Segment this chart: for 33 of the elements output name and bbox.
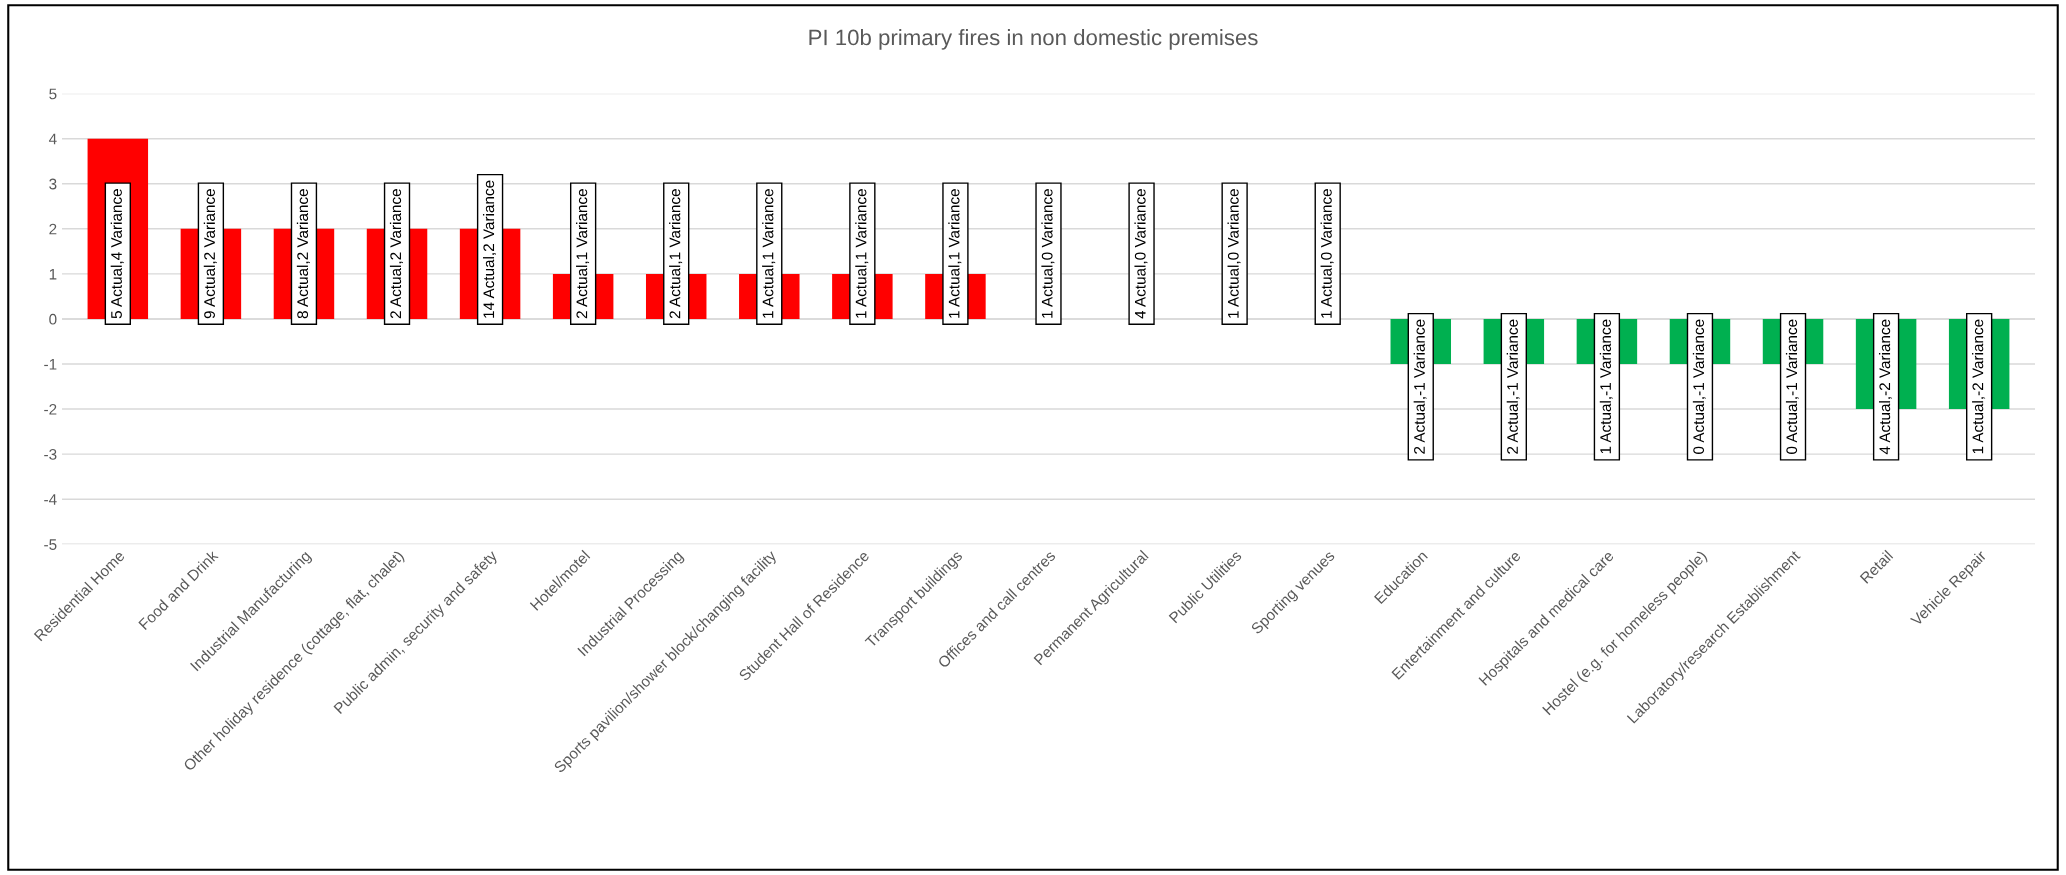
data-label: 14 Actual,2 Variance [482, 180, 496, 318]
data-label: 8 Actual,2 Variance [296, 189, 310, 319]
data-label: 0 Actual,-1 Variance [1692, 319, 1706, 454]
data-label: 1 Actual,1 Variance [762, 189, 776, 318]
data-label: 1 Actual,1 Variance [948, 189, 962, 318]
data-label: 1 Actual,-1 Variance [1599, 319, 1613, 454]
data-label: 2 Actual,1 Variance [576, 189, 590, 319]
data-label: 1 Actual,1 Variance [855, 189, 869, 318]
data-label: 1 Actual,-2 Variance [1972, 319, 1986, 454]
data-label: 2 Actual,-1 Variance [1413, 319, 1427, 454]
chart-title: PI 10b primary fires in non domestic premises [809, 29, 1258, 50]
y-tick-label: 5 [49, 88, 57, 100]
y-tick-label: 2 [49, 223, 57, 235]
data-label: 5 Actual,4 Variance [110, 189, 124, 319]
y-tick-label: -1 [44, 359, 57, 370]
data-label: 1 Actual,0 Variance [1320, 189, 1334, 318]
y-tick-label: 1 [49, 268, 57, 280]
data-label: 1 Actual,0 Variance [1041, 189, 1055, 318]
y-tick-label: -3 [44, 448, 57, 460]
y-tick-label: -2 [44, 403, 57, 415]
y-tick-label: 4 [48, 133, 57, 145]
data-label: 4 Actual,0 Variance [1134, 189, 1148, 319]
data-label: 1 Actual,0 Variance [1227, 189, 1241, 318]
data-label: 2 Actual,2 Variance [389, 189, 403, 319]
y-tick-label: -5 [44, 539, 57, 550]
data-label: 9 Actual,2 Variance [203, 189, 217, 319]
y-tick-label: 0 [49, 313, 57, 325]
data-label: 2 Actual,1 Variance [669, 189, 683, 319]
y-tick-label: -4 [44, 494, 57, 505]
data-label: 0 Actual,-1 Variance [1785, 319, 1799, 454]
data-label: 2 Actual,-1 Variance [1506, 319, 1520, 454]
data-label: 4 Actual,-2 Variance [1878, 319, 1893, 455]
y-tick-label: 3 [49, 178, 57, 190]
